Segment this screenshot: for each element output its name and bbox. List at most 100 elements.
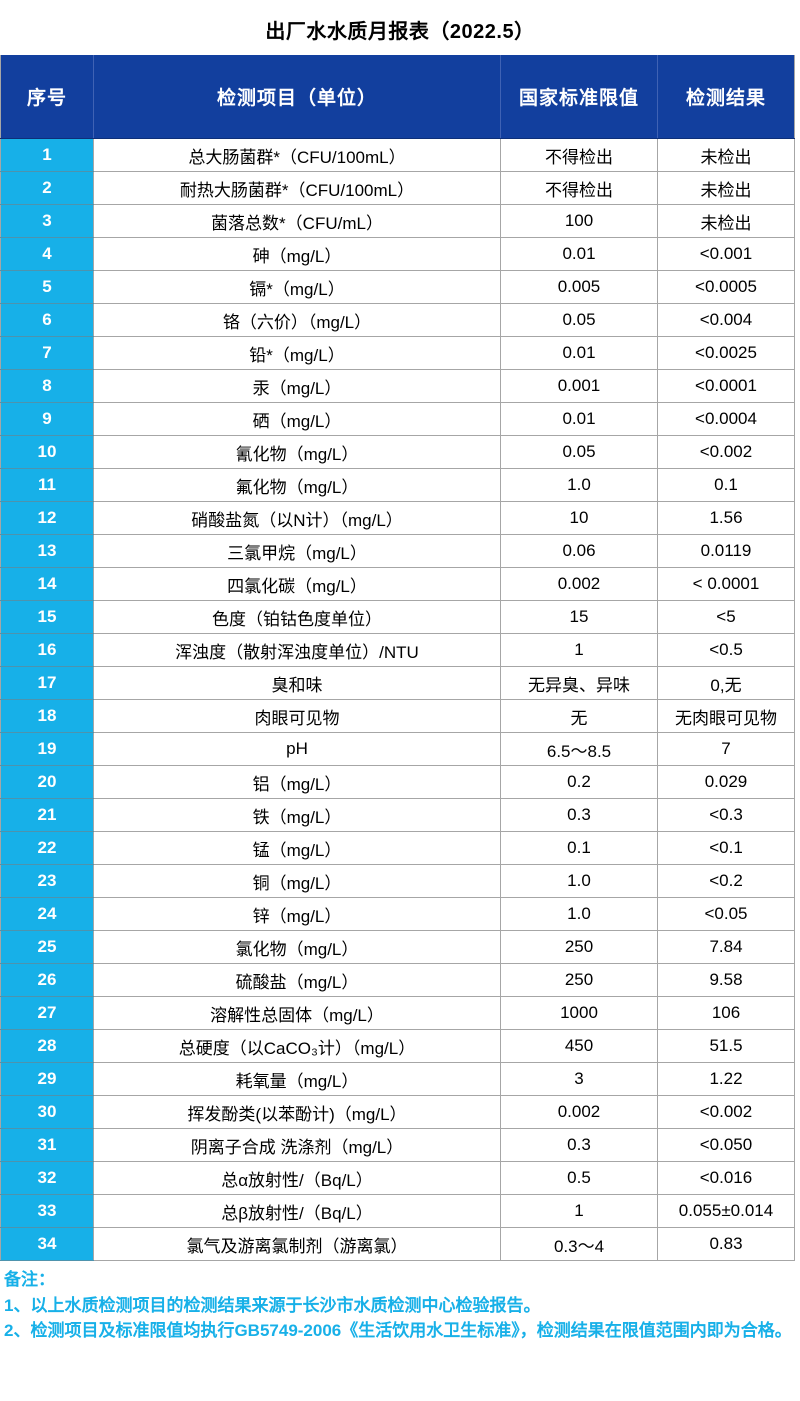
row-result: <0.0005	[657, 270, 795, 304]
row-serial: 18	[0, 699, 94, 733]
row-result: 106	[657, 996, 795, 1030]
table-row: 17 臭和味 无异臭、异味 0,无	[0, 666, 795, 700]
table-row: 2 耐热大肠菌群*（CFU/100mL） 不得检出 未检出	[0, 171, 795, 205]
row-standard: 450	[500, 1029, 658, 1063]
row-serial: 30	[0, 1095, 94, 1129]
row-standard: 1	[500, 1194, 658, 1228]
table-header-row: 序号 检测项目（单位） 国家标准限值 检测结果	[0, 55, 795, 139]
table-row: 28 总硬度（以CaCO₃计）（mg/L） 450 51.5	[0, 1029, 795, 1063]
row-serial: 12	[0, 501, 94, 535]
row-item: 锰（mg/L）	[93, 831, 501, 865]
row-result: 0.83	[657, 1227, 795, 1261]
table-row: 8 汞（mg/L） 0.001 <0.0001	[0, 369, 795, 403]
table-row: 6 铬（六价）（mg/L） 0.05 <0.004	[0, 303, 795, 337]
row-standard: 1	[500, 633, 658, 667]
row-standard: 不得检出	[500, 171, 658, 205]
row-serial: 2	[0, 171, 94, 205]
row-standard: 无	[500, 699, 658, 733]
row-item: 氯化物（mg/L）	[93, 930, 501, 964]
row-item: 锌（mg/L）	[93, 897, 501, 931]
row-serial: 26	[0, 963, 94, 997]
row-serial: 1	[0, 138, 94, 172]
row-serial: 23	[0, 864, 94, 898]
row-result: 51.5	[657, 1029, 795, 1063]
row-result: 7	[657, 732, 795, 766]
row-item: 色度（铂钴色度单位）	[93, 600, 501, 634]
row-result: 0.1	[657, 468, 795, 502]
row-serial: 14	[0, 567, 94, 601]
row-serial: 3	[0, 204, 94, 238]
row-item: 阴离子合成 洗涤剂（mg/L）	[93, 1128, 501, 1162]
table-row: 12 硝酸盐氮（以N计）（mg/L） 10 1.56	[0, 501, 795, 535]
row-item: 砷（mg/L）	[93, 237, 501, 271]
table-row: 24 锌（mg/L） 1.0 <0.05	[0, 897, 795, 931]
row-item: 铬（六价）（mg/L）	[93, 303, 501, 337]
row-serial: 9	[0, 402, 94, 436]
table-row: 4 砷（mg/L） 0.01 <0.001	[0, 237, 795, 271]
row-result: < 0.0001	[657, 567, 795, 601]
row-item: 硒（mg/L）	[93, 402, 501, 436]
row-standard: 1.0	[500, 897, 658, 931]
row-serial: 24	[0, 897, 94, 931]
row-standard: 不得检出	[500, 138, 658, 172]
table-row: 29 耗氧量（mg/L） 3 1.22	[0, 1062, 795, 1096]
row-result: <0.1	[657, 831, 795, 865]
row-item: 总α放射性/（Bq/L）	[93, 1161, 501, 1195]
row-item: 菌落总数*（CFU/mL）	[93, 204, 501, 238]
row-serial: 4	[0, 237, 94, 271]
row-standard: 0.3～4	[500, 1227, 658, 1261]
row-standard: 0.3	[500, 1128, 658, 1162]
table-row: 26 硫酸盐（mg/L） 250 9.58	[0, 963, 795, 997]
table-row: 7 铅*（mg/L） 0.01 <0.0025	[0, 336, 795, 370]
table-row: 14 四氯化碳（mg/L） 0.002 < 0.0001	[0, 567, 795, 601]
water-quality-table: 序号 检测项目（单位） 国家标准限值 检测结果 1 总大肠菌群*（CFU/100m…	[0, 55, 795, 1261]
row-serial: 7	[0, 336, 94, 370]
table-row: 23 铜（mg/L） 1.0 <0.2	[0, 864, 795, 898]
row-serial: 10	[0, 435, 94, 469]
row-serial: 31	[0, 1128, 94, 1162]
table-row: 16 浑浊度（散射浑浊度单位）/NTU 1 <0.5	[0, 633, 795, 667]
row-serial: 29	[0, 1062, 94, 1096]
row-item: 氟化物（mg/L）	[93, 468, 501, 502]
table-row: 10 氰化物（mg/L） 0.05 <0.002	[0, 435, 795, 469]
table-row: 34 氯气及游离氯制剂（游离氯） 0.3～4 0.83	[0, 1227, 795, 1261]
row-serial: 16	[0, 633, 94, 667]
row-result: 未检出	[657, 204, 795, 238]
row-serial: 8	[0, 369, 94, 403]
row-item: 耐热大肠菌群*（CFU/100mL）	[93, 171, 501, 205]
table-row: 30 挥发酚类(以苯酚计)（mg/L） 0.002 <0.002	[0, 1095, 795, 1129]
row-item: 耗氧量（mg/L）	[93, 1062, 501, 1096]
row-result: <0.016	[657, 1161, 795, 1195]
row-serial: 15	[0, 600, 94, 634]
row-result: 无肉眼可见物	[657, 699, 795, 733]
row-result: 0.029	[657, 765, 795, 799]
row-result: 1.56	[657, 501, 795, 535]
row-item: 挥发酚类(以苯酚计)（mg/L）	[93, 1095, 501, 1129]
column-header-serial: 序号	[0, 55, 94, 139]
row-standard: 无异臭、异味	[500, 666, 658, 700]
row-item: pH	[93, 732, 501, 766]
column-header-standard: 国家标准限值	[500, 55, 658, 139]
row-item: 总大肠菌群*（CFU/100mL）	[93, 138, 501, 172]
table-row: 19 pH 6.5～8.5 7	[0, 732, 795, 766]
row-item: 总β放射性/（Bq/L）	[93, 1194, 501, 1228]
table-row: 9 硒（mg/L） 0.01 <0.0004	[0, 402, 795, 436]
row-standard: 0.05	[500, 303, 658, 337]
table-body: 1 总大肠菌群*（CFU/100mL） 不得检出 未检出 2 耐热大肠菌群*（CFU/10…	[0, 138, 795, 1261]
row-standard: 0.002	[500, 1095, 658, 1129]
row-standard: 0.005	[500, 270, 658, 304]
table-row: 15 色度（铂钴色度单位） 15 <5	[0, 600, 795, 634]
row-item: 硫酸盐（mg/L）	[93, 963, 501, 997]
column-header-item: 检测项目（单位）	[93, 55, 501, 139]
row-result: 7.84	[657, 930, 795, 964]
row-item: 镉*（mg/L）	[93, 270, 501, 304]
row-standard: 0.01	[500, 402, 658, 436]
row-standard: 10	[500, 501, 658, 535]
row-result: 9.58	[657, 963, 795, 997]
table-row: 31 阴离子合成 洗涤剂（mg/L） 0.3 <0.050	[0, 1128, 795, 1162]
table-row: 1 总大肠菌群*（CFU/100mL） 不得检出 未检出	[0, 138, 795, 172]
row-standard: 0.001	[500, 369, 658, 403]
row-serial: 11	[0, 468, 94, 502]
table-row: 21 铁（mg/L） 0.3 <0.3	[0, 798, 795, 832]
